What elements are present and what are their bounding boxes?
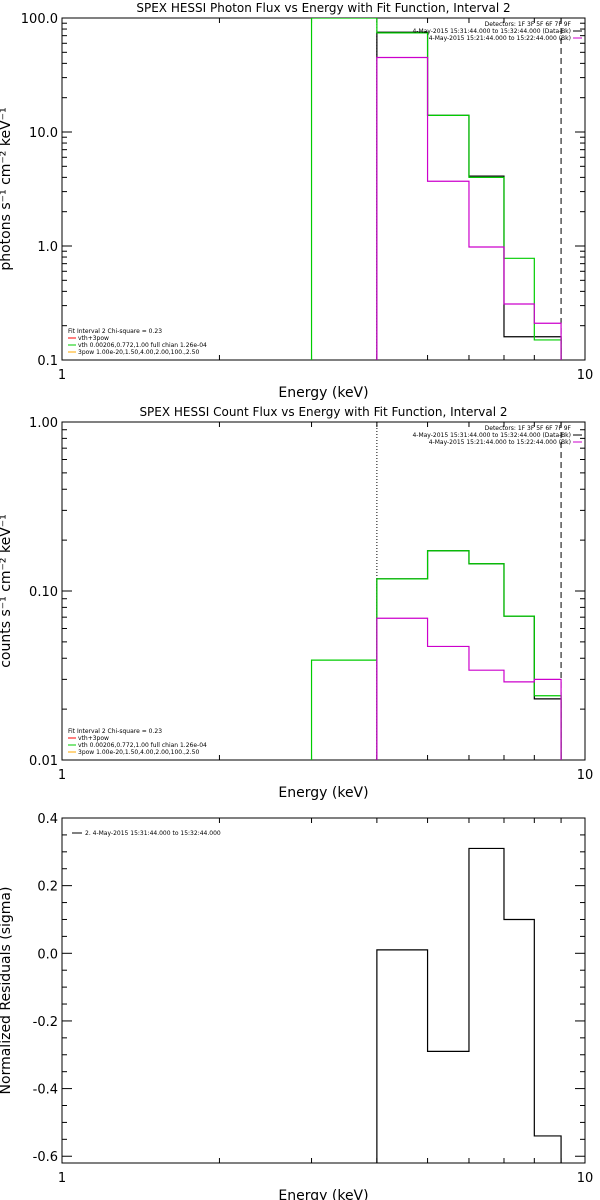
legend-text: 4-May-2015 15:21:44.000 to 15:22:44.000 … [429, 439, 571, 446]
y-tick-label: 0.4 [37, 812, 58, 827]
legend-text: vth 0.00206,0.772,1.00 full chian 1.26e-… [78, 342, 207, 349]
series-line [376, 617, 562, 760]
legend-text: Fit Interval 2 Chi-square = 0.23 [68, 328, 162, 335]
x-axis-label: Energy (keV) [278, 385, 368, 401]
legend-text: 3pow 1.00e-20,1.50,4.00,2.00,100.,2.50 [78, 349, 199, 356]
y-tick-label: 100.0 [21, 12, 58, 27]
x-tick-label: 1 [58, 1171, 66, 1186]
x-axis-label: Energy (keV) [278, 1188, 368, 1200]
legend-text: Fit Interval 2 Chi-square = 0.23 [68, 728, 162, 735]
legend-text: Detectors: 1F 3F 5F 6F 7F 9F [485, 425, 572, 432]
legend-text: vth+3pow [78, 735, 109, 742]
series-group [310, 550, 562, 760]
legend-text: vth 0.00206,0.772,1.00 full chian 1.26e-… [78, 742, 207, 749]
y-tick-label: 0.1 [37, 354, 58, 369]
y-tick-label: 0.01 [29, 754, 58, 769]
legend-text: Detectors: 1F 3F 5F 6F 7F 9F [485, 21, 572, 28]
y-axis-label: Normalized Residuals (sigma) [0, 887, 14, 1095]
y-tick-label: 1.00 [29, 416, 58, 431]
y-tick-label: -0.6 [33, 1150, 58, 1165]
y-tick-label: 10.0 [29, 126, 58, 141]
series-line [376, 847, 562, 1163]
legend-text: vth+3pow [78, 335, 109, 342]
legend-text: 4-May-2015 15:31:44.000 to 15:32:44.000 … [412, 28, 571, 35]
y-tick-label: -0.2 [33, 1015, 58, 1030]
x-tick-label: 10 [577, 1171, 594, 1186]
chart-panel-3: 1 10 -0.6 -0.4 -0.2 0.0 0.2 0.4 Energy (keV) Norm… [0, 812, 593, 1200]
y-axis-label: photons s⁻¹ cm⁻² keV⁻¹ [0, 107, 14, 270]
y-tick-label: 0.10 [29, 585, 58, 600]
chart-title: SPEX HESSI Photon Flux vs Energy with Fi… [136, 1, 510, 15]
series-group [310, 18, 562, 360]
plot-frame [61, 421, 586, 761]
x-axis-label: Energy (keV) [278, 785, 368, 801]
legend-text: 4-May-2015 15:21:44.000 to 15:22:44.000 … [429, 35, 571, 42]
y-axis-label: counts s⁻¹ cm⁻² keV⁻¹ [0, 514, 14, 668]
legend-text: 2. 4-May-2015 15:31:44.000 to 15:32:44.0… [85, 830, 221, 837]
y-tick-label: 0.2 [37, 880, 58, 895]
x-tick-label: 1 [58, 768, 66, 783]
series-line [310, 550, 562, 760]
y-tick-label: 1.0 [37, 240, 58, 255]
chart-panel-2: 1 10 0.01 0.10 1.00 SPEX HESSI Count Flux vs … [0, 405, 593, 801]
y-tick-label: -0.4 [33, 1083, 58, 1098]
chart-title: SPEX HESSI Count Flux vs Energy with Fit… [139, 405, 507, 419]
series-line [376, 56, 562, 360]
x-tick-label: 1 [58, 368, 66, 383]
legend-text: 4-May-2015 15:31:44.000 to 15:32:44.000 … [412, 432, 571, 439]
series-line [310, 18, 562, 360]
plot-frame [61, 817, 586, 1164]
series-group [376, 847, 562, 1163]
plot-frame [61, 17, 586, 361]
x-tick-label: 10 [577, 368, 594, 383]
legend-text: 3pow 1.00e-20,1.50,4.00,2.00,100.,2.50 [78, 749, 199, 756]
x-tick-label: 10 [577, 768, 594, 783]
chart-panel-1: 1 10 0.1 1.0 10.0 100.0 SPEX HESSI Photon Flux… [0, 1, 593, 401]
y-tick-label: 0.0 [37, 947, 58, 962]
